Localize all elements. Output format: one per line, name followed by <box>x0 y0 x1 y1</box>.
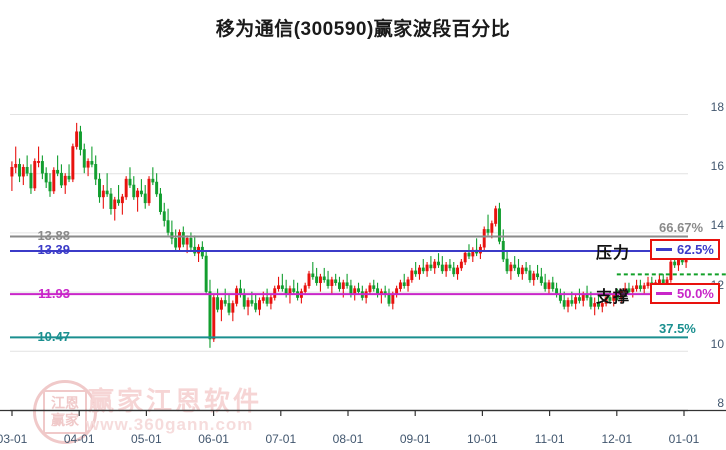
watermark-url: www.360gann.com <box>86 415 254 434</box>
level-box-level-50[interactable]: 50.0% <box>650 282 720 304</box>
x-axis-tick: 01-01 <box>668 432 700 446</box>
level-price-level-50: 11.93 <box>38 285 70 301</box>
x-axis-tick: 11-01 <box>534 432 565 446</box>
watermark-seal-text: 江恩赢家 <box>43 390 87 434</box>
y-axis-tick: 16 <box>710 159 724 174</box>
x-axis-tick: 12-01 <box>601 432 633 446</box>
watermark-seal: 江恩赢家 <box>33 380 97 444</box>
x-axis-tick: 09-01 <box>399 432 431 446</box>
level-swatch-level-50 <box>656 291 672 295</box>
level-swatch-level-62 <box>656 248 672 252</box>
level-percent-level-66: 66.67% <box>659 219 704 235</box>
level-price-level-62: 13.39 <box>37 242 70 258</box>
level-tag-level-62: 压力 <box>596 245 631 263</box>
level-percent-level-37: 37.5% <box>659 320 696 336</box>
x-axis-tick: 03-01 <box>0 432 28 446</box>
x-axis-tick: 06-01 <box>198 432 229 446</box>
level-price-level-66: 13.88 <box>37 227 70 243</box>
level-price-level-37: 10.47 <box>37 328 70 344</box>
y-axis-tick: 14 <box>710 218 724 233</box>
level-percent-level-62: 62.5% <box>677 242 714 258</box>
y-axis-tick: 8 <box>717 396 724 410</box>
x-axis-tick: 10-01 <box>467 432 498 446</box>
x-axis-tick: 07-01 <box>265 432 297 446</box>
x-axis-tick: 08-01 <box>332 432 364 446</box>
page-title: 移为通信(300590)赢家波段百分比 <box>215 19 511 40</box>
level-tag-level-50: 支撑 <box>596 288 631 306</box>
level-box-level-62[interactable]: 62.5% <box>650 239 720 261</box>
y-axis-tick: 10 <box>710 336 724 351</box>
level-percent-level-50: 50.0% <box>677 285 714 301</box>
x-axis-tick: 05-01 <box>131 432 162 446</box>
y-axis-tick: 18 <box>710 100 724 114</box>
x-axis-tick: 04-01 <box>63 432 95 446</box>
